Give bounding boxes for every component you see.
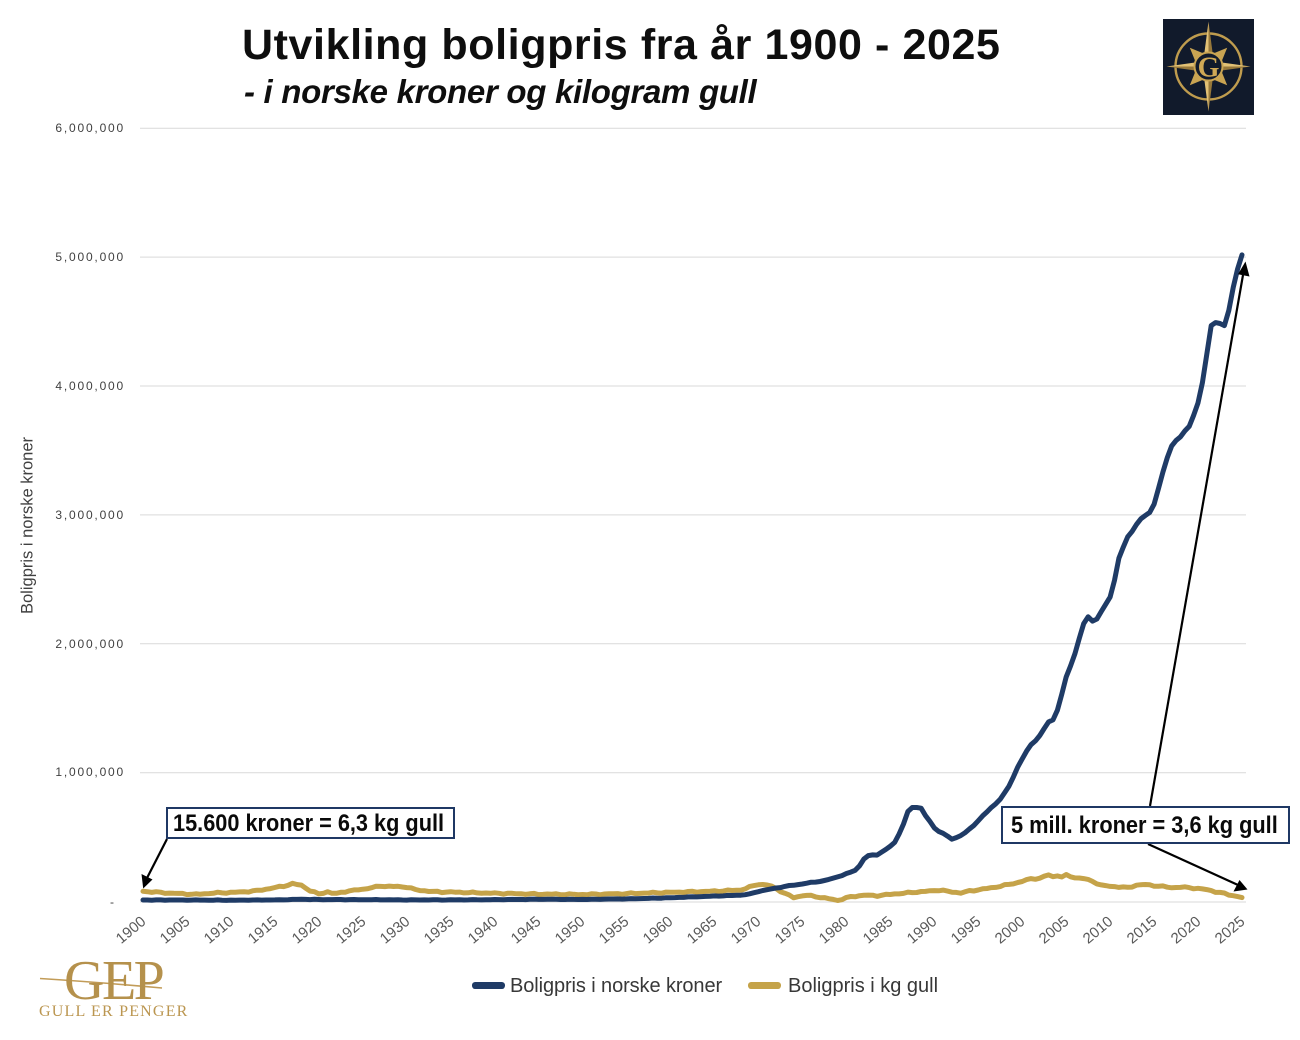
- svg-text:G: G: [1198, 53, 1220, 84]
